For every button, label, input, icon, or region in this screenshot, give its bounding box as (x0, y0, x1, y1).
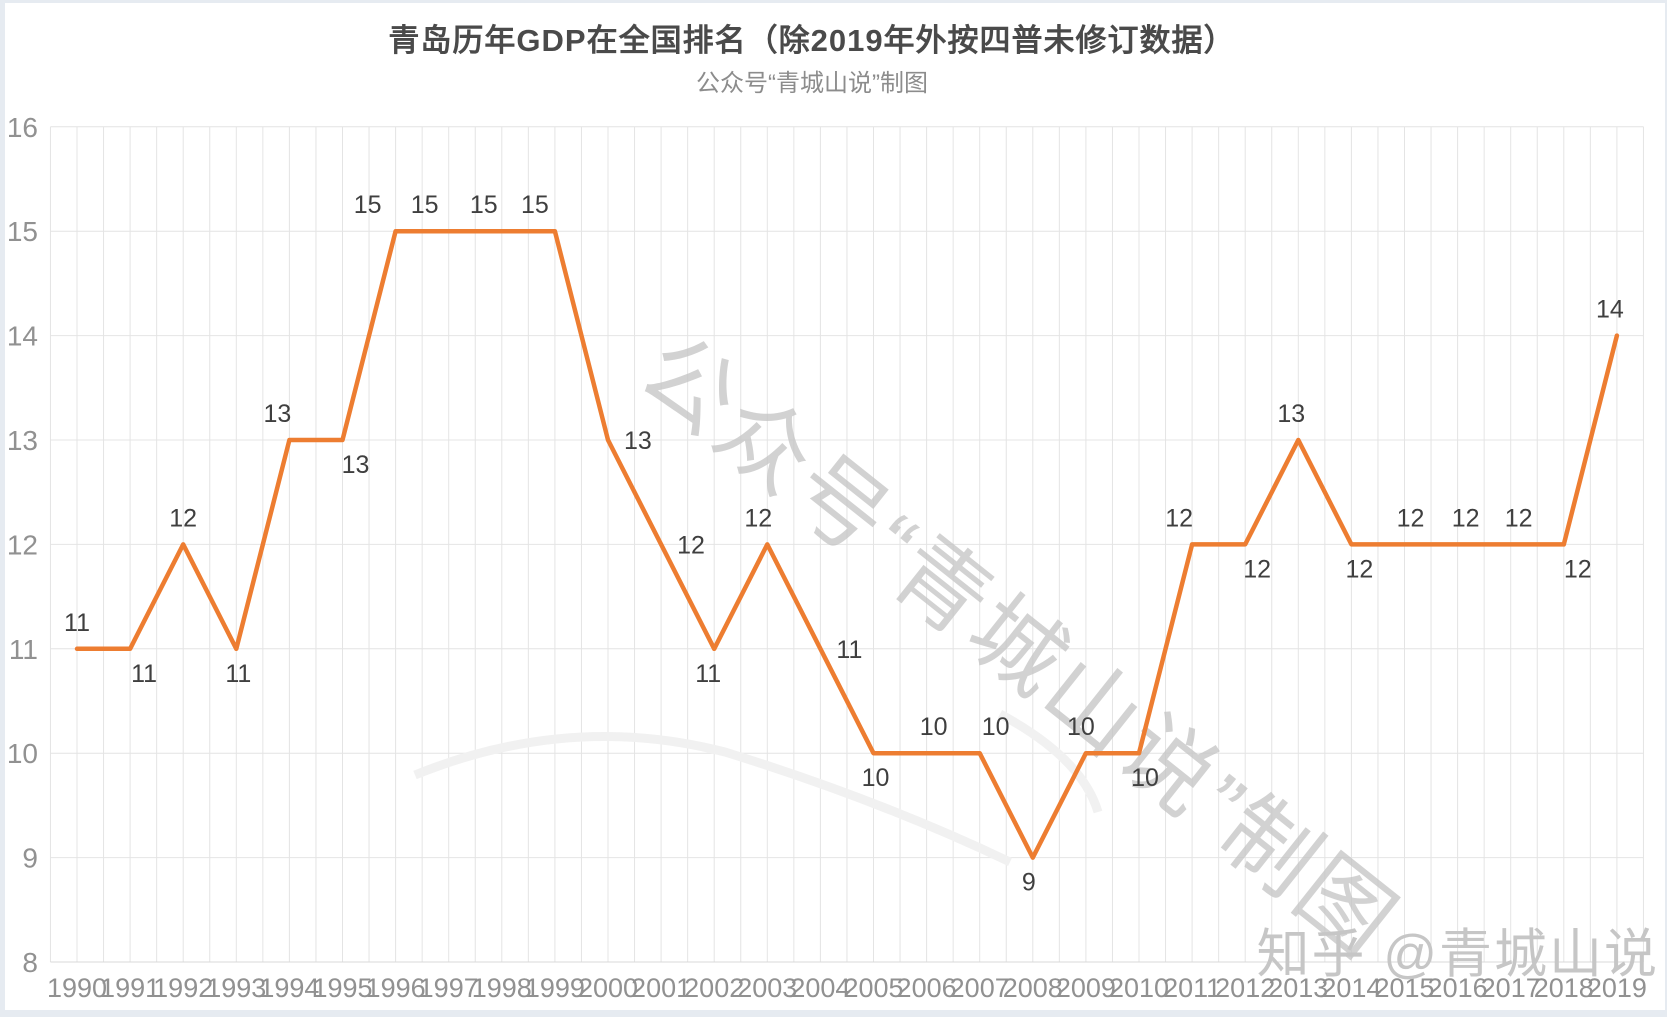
series-line-qingdao-rank (74, 228, 1620, 860)
x-axis-tick-label: 2009 (1056, 973, 1116, 1003)
faint-watermark-arc (413, 731, 1012, 867)
x-axis-tick-label: 2017 (1481, 973, 1541, 1003)
x-axis-tick-label: 2002 (684, 973, 744, 1003)
faint-watermark-arc (997, 710, 1103, 814)
data-point-label: 15 (354, 191, 382, 219)
chart-canvas (5, 3, 1665, 1010)
data-point-label: 9 (1022, 869, 1036, 897)
data-point-label: 12 (1243, 555, 1271, 583)
x-axis-tick-label: 2000 (578, 973, 638, 1003)
data-point-label: 11 (225, 660, 251, 688)
x-axis-tick-label: 1998 (472, 973, 532, 1003)
chart-title: 青岛历年GDP在全国排名（除2019年外按四普未修订数据） (388, 23, 1236, 58)
data-point-label: 13 (624, 427, 652, 455)
x-axis-tick-label: 1996 (366, 973, 426, 1003)
data-point-label: 10 (982, 713, 1010, 741)
data-point-label: 15 (411, 191, 439, 219)
data-point-label: 10 (1067, 713, 1095, 741)
data-point-label: 10 (862, 764, 890, 792)
data-point-label: 12 (1452, 504, 1480, 532)
x-axis-tick-label: 1993 (206, 973, 266, 1003)
zhihu-credit-watermark: 知乎 @青城山说 (1256, 925, 1659, 984)
data-point-label: 14 (1596, 296, 1624, 324)
data-point-label: 12 (677, 531, 705, 559)
data-point-label: 12 (1397, 504, 1425, 532)
x-axis-tick-label: 2001 (631, 973, 691, 1003)
x-axis-tick-label: 2012 (1215, 973, 1275, 1003)
x-axis-tick-label: 2016 (1428, 973, 1488, 1003)
y-axis-tick-label: 12 (7, 529, 38, 560)
data-point-label: 10 (920, 713, 948, 741)
y-axis-tick-label: 11 (9, 634, 38, 665)
x-axis-tick-label: 2003 (737, 973, 797, 1003)
data-point-label: 15 (470, 191, 498, 219)
data-point-label: 11 (695, 660, 721, 688)
x-axis-tick-label: 1995 (312, 973, 372, 1003)
x-axis-tick-label: 2008 (1003, 973, 1063, 1003)
x-axis-tick-label: 2019 (1587, 973, 1647, 1003)
data-point-label: 11 (131, 660, 157, 688)
data-point-label: 12 (1345, 555, 1373, 583)
x-axis-tick-label: 1992 (153, 973, 213, 1003)
x-axis-tick-label: 2014 (1321, 973, 1381, 1003)
x-axis-tick-label: 1997 (419, 973, 479, 1003)
x-axis-tick-label: 2011 (1163, 973, 1221, 1003)
chart-subtitle: 公众号“青城山说”制图 (696, 70, 928, 97)
x-axis-tick-label: 1990 (47, 973, 107, 1003)
data-point-label: 12 (169, 504, 197, 532)
x-axis-tick-label: 1999 (525, 973, 585, 1003)
y-axis-tick-label: 8 (22, 947, 38, 978)
data-point-label: 10 (1131, 764, 1159, 792)
data-point-label: 12 (744, 504, 772, 532)
x-axis-tick-label: 2018 (1534, 973, 1594, 1003)
x-axis-tick-label: 2007 (950, 973, 1010, 1003)
y-axis-tick-label: 16 (7, 112, 38, 143)
x-axis-tick-label: 2006 (897, 973, 957, 1003)
x-axis-tick-label: 1994 (259, 973, 319, 1003)
x-axis-tick-label: 1991 (100, 973, 160, 1003)
y-axis-tick-label: 9 (22, 843, 38, 874)
data-point-label: 11 (836, 636, 862, 664)
data-point-label: 13 (342, 451, 370, 479)
data-point-label: 13 (263, 400, 291, 428)
y-axis-tick-label: 13 (7, 425, 38, 456)
data-point-label: 12 (1165, 504, 1193, 532)
y-axis-tick-label: 10 (7, 738, 38, 769)
y-axis-tick-label: 14 (7, 321, 38, 352)
x-axis-tick-label: 2005 (843, 973, 903, 1003)
data-point-label: 13 (1277, 400, 1305, 428)
data-point-label: 12 (1564, 555, 1592, 583)
data-point-label: 11 (64, 609, 90, 637)
x-axis-tick-label: 2015 (1374, 973, 1434, 1003)
x-axis-tick-label: 2013 (1268, 973, 1328, 1003)
data-point-label: 12 (1505, 504, 1533, 532)
data-point-label: 15 (521, 191, 549, 219)
y-axis-tick-label: 15 (7, 216, 38, 247)
x-axis-tick-label: 2010 (1109, 973, 1169, 1003)
x-axis-tick-label: 2004 (790, 973, 850, 1003)
